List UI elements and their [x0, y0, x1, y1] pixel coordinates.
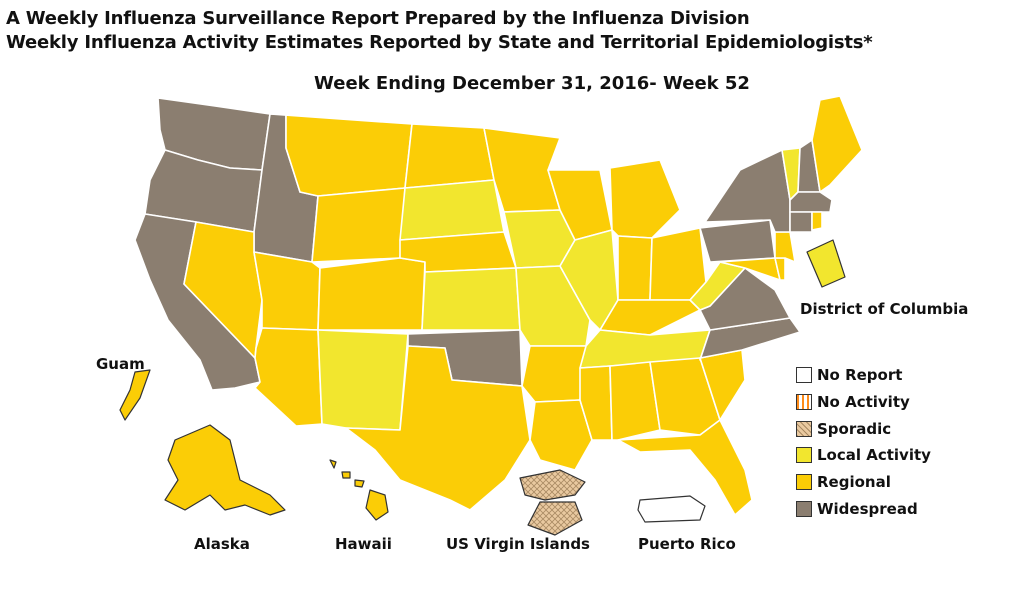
state-wy [311, 187, 406, 263]
usvi-label: US Virgin Islands [446, 535, 590, 553]
legend: No Report No Activity Sporadic Local Activi… [796, 362, 931, 522]
state-ks [421, 267, 521, 331]
state-ny [704, 149, 791, 233]
state-nj [774, 231, 796, 263]
state-ar [521, 345, 587, 403]
state-ms [579, 365, 613, 441]
alaska-label: Alaska [194, 535, 250, 553]
puerto-rico-label: Puerto Rico [638, 535, 736, 553]
state-in [617, 235, 653, 301]
legend-swatch [796, 447, 812, 464]
state-pa [699, 219, 776, 263]
state-ri [811, 211, 823, 231]
legend-item-regional: Regional [796, 469, 931, 496]
state-nv [183, 221, 263, 359]
legend-swatch [796, 367, 812, 384]
state-nd [404, 123, 495, 189]
state-ut [253, 251, 321, 331]
hawaii-label: Hawaii [335, 535, 392, 553]
state-fl [617, 419, 753, 516]
state-al [609, 361, 661, 441]
state-sd [399, 179, 505, 241]
state-ak [164, 424, 286, 516]
legend-item-widespread: Widespread [796, 495, 931, 522]
legend-label: Sporadic [817, 419, 892, 438]
state-hi [329, 459, 389, 521]
state-nm [317, 329, 409, 431]
legend-item-no-activity: No Activity [796, 389, 931, 416]
state-shapes [119, 95, 863, 536]
legend-label: No Report [817, 366, 903, 385]
legend-label: Regional [817, 473, 891, 492]
state-ct [789, 211, 813, 233]
legend-swatch [796, 500, 812, 517]
legend-item-no-report: No Report [796, 362, 931, 389]
legend-label: Widespread [817, 499, 918, 518]
legend-swatch [796, 474, 812, 491]
legend-item-local-activity: Local Activity [796, 442, 931, 469]
legend-swatch [796, 420, 812, 437]
state-me [811, 95, 863, 193]
state-gu [119, 369, 151, 421]
state-ky [599, 299, 701, 336]
state-dc [806, 239, 846, 288]
state-vi [519, 469, 586, 536]
week-label: Week Ending December 31, 2016- Week 52 [314, 73, 750, 94]
guam-label: Guam [96, 355, 145, 373]
report-subtitle: Weekly Influenza Activity Estimates Repo… [6, 32, 873, 53]
state-az [254, 327, 323, 427]
legend-item-sporadic: Sporadic [796, 415, 931, 442]
legend-label: No Activity [817, 393, 910, 412]
state-mi [609, 159, 681, 239]
legend-swatch [796, 394, 812, 411]
report-title: A Weekly Influenza Surveillance Report P… [6, 8, 750, 29]
state-pr [637, 495, 706, 523]
state-ma [789, 191, 833, 213]
state-co [317, 257, 426, 331]
legend-label: Local Activity [817, 446, 931, 465]
dc-label: District of Columbia [800, 300, 969, 318]
state-oh [649, 227, 707, 301]
